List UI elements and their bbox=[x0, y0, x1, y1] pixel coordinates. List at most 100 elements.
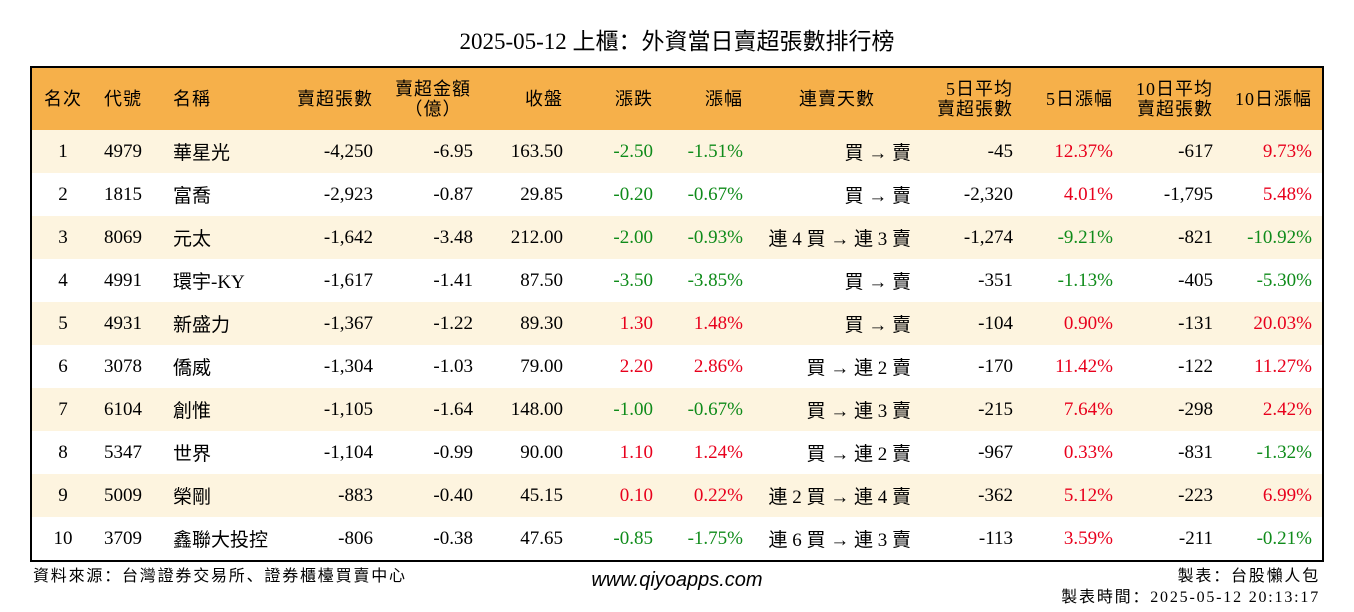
cell-name: 僑威 bbox=[161, 345, 281, 388]
cell-code: 6104 bbox=[94, 388, 161, 431]
table-row: 10 3709 鑫聯大投控 -806 -0.38 47.65 -0.85 -1.75% 連 6 … bbox=[32, 517, 1322, 560]
cell-avg10_sell_lots: -298 bbox=[1123, 388, 1223, 431]
cell-streak: 買 → 賣 bbox=[753, 259, 921, 302]
cell-rank: 5 bbox=[32, 302, 94, 345]
header-change: 漲跌 bbox=[573, 68, 663, 130]
cell-sell_lots: -1,617 bbox=[281, 259, 383, 302]
header-rank-line1: 名次 bbox=[44, 89, 82, 109]
cell-avg5_sell_lots: -351 bbox=[921, 259, 1023, 302]
cell-close: 47.65 bbox=[483, 517, 573, 560]
ranking-table-grid: 名次 代號 名稱 賣超張數 賣超金額 （億） 收盤 漲跌 漲幅 連賣天數 5日平均 賣超張數 5日漲幅 1… bbox=[32, 68, 1322, 560]
cell-avg5_sell_lots: -215 bbox=[921, 388, 1023, 431]
ranking-table: 名次 代號 名稱 賣超張數 賣超金額 （億） 收盤 漲跌 漲幅 連賣天數 5日平均 賣超張數 5日漲幅 1… bbox=[30, 66, 1324, 562]
header-sell_lots-line1: 賣超張數 bbox=[297, 89, 373, 109]
cell-change_pct: 1.24% bbox=[663, 431, 753, 474]
cell-avg5_sell_lots: -113 bbox=[921, 517, 1023, 560]
table-row: 4 4991 環宇-KY -1,617 -1.41 87.50 -3.50 -3.85% 買 →… bbox=[32, 259, 1322, 302]
cell-sell_amount: -0.87 bbox=[383, 173, 483, 216]
header-name-line1: 名稱 bbox=[173, 89, 211, 109]
cell-code: 5009 bbox=[94, 474, 161, 517]
cell-rank: 4 bbox=[32, 259, 94, 302]
cell-streak: 買 → 賣 bbox=[753, 173, 921, 216]
header-sell_lots: 賣超張數 bbox=[281, 68, 383, 130]
table-row: 9 5009 榮剛 -883 -0.40 45.15 0.10 0.22% 連 2 買 → 連 … bbox=[32, 474, 1322, 517]
cell-change_pct: -1.75% bbox=[663, 517, 753, 560]
cell-sell_amount: -0.40 bbox=[383, 474, 483, 517]
cell-chg10_pct: -10.92% bbox=[1223, 216, 1322, 259]
cell-name: 元太 bbox=[161, 216, 281, 259]
header-sell_amount: 賣超金額 （億） bbox=[383, 68, 483, 130]
cell-close: 45.15 bbox=[483, 474, 573, 517]
cell-rank: 9 bbox=[32, 474, 94, 517]
cell-name: 富喬 bbox=[161, 173, 281, 216]
table-row: 7 6104 創惟 -1,105 -1.64 148.00 -1.00 -0.67% 買 → 連… bbox=[32, 388, 1322, 431]
website-url[interactable]: www.qiyoapps.com bbox=[591, 569, 763, 591]
cell-chg5_pct: -9.21% bbox=[1023, 216, 1123, 259]
cell-change_pct: 2.86% bbox=[663, 345, 753, 388]
header-chg5_pct: 5日漲幅 bbox=[1023, 68, 1123, 130]
cell-name: 環宇-KY bbox=[161, 259, 281, 302]
cell-change: -0.85 bbox=[573, 517, 663, 560]
chart-title: 2025-05-12 上櫃：外資當日賣超張數排行榜 bbox=[459, 29, 895, 54]
cell-code: 3709 bbox=[94, 517, 161, 560]
cell-name: 榮剛 bbox=[161, 474, 281, 517]
header-name: 名稱 bbox=[161, 68, 281, 130]
cell-avg10_sell_lots: -211 bbox=[1123, 517, 1223, 560]
cell-change: 1.30 bbox=[573, 302, 663, 345]
cell-change: 0.10 bbox=[573, 474, 663, 517]
cell-code: 4979 bbox=[94, 130, 161, 173]
header-rank: 名次 bbox=[32, 68, 94, 130]
table-row: 1 4979 華星光 -4,250 -6.95 163.50 -2.50 -1.51% 買 → … bbox=[32, 130, 1322, 173]
cell-avg5_sell_lots: -362 bbox=[921, 474, 1023, 517]
cell-name: 新盛力 bbox=[161, 302, 281, 345]
header-streak-line1: 連賣天數 bbox=[799, 89, 875, 109]
table-row: 6 3078 僑威 -1,304 -1.03 79.00 2.20 2.86% 買 → 連 2 … bbox=[32, 345, 1322, 388]
cell-close: 90.00 bbox=[483, 431, 573, 474]
header-chg10_pct: 10日漲幅 bbox=[1223, 68, 1322, 130]
header-close: 收盤 bbox=[483, 68, 573, 130]
cell-chg10_pct: -1.32% bbox=[1223, 431, 1322, 474]
header-chg10_pct-line1: 10日漲幅 bbox=[1235, 89, 1312, 109]
cell-chg10_pct: 6.99% bbox=[1223, 474, 1322, 517]
cell-change: -1.00 bbox=[573, 388, 663, 431]
cell-streak: 連 2 買 → 連 4 賣 bbox=[753, 474, 921, 517]
cell-chg5_pct: -1.13% bbox=[1023, 259, 1123, 302]
cell-streak: 買 → 賣 bbox=[753, 130, 921, 173]
cell-chg10_pct: 9.73% bbox=[1223, 130, 1322, 173]
cell-change_pct: -0.67% bbox=[663, 173, 753, 216]
cell-chg10_pct: 11.27% bbox=[1223, 345, 1322, 388]
author-credit: 製表：台股懶人包 bbox=[1177, 568, 1320, 585]
data-source: 資料來源：台灣證券交易所、證券櫃檯買賣中心 bbox=[33, 568, 407, 585]
cell-sell_lots: -1,105 bbox=[281, 388, 383, 431]
cell-sell_amount: -0.99 bbox=[383, 431, 483, 474]
table-row: 3 8069 元太 -1,642 -3.48 212.00 -2.00 -0.93% 連 4 買… bbox=[32, 216, 1322, 259]
cell-change: -3.50 bbox=[573, 259, 663, 302]
header-avg5_sell_lots-line2: 賣超張數 bbox=[937, 99, 1013, 119]
cell-avg10_sell_lots: -223 bbox=[1123, 474, 1223, 517]
cell-change_pct: -0.67% bbox=[663, 388, 753, 431]
cell-streak: 連 6 買 → 連 3 賣 bbox=[753, 517, 921, 560]
cell-sell_lots: -1,367 bbox=[281, 302, 383, 345]
cell-streak: 買 → 連 2 賣 bbox=[753, 431, 921, 474]
header-sell_amount-line1: 賣超金額 bbox=[395, 79, 471, 99]
cell-name: 華星光 bbox=[161, 130, 281, 173]
cell-avg10_sell_lots: -122 bbox=[1123, 345, 1223, 388]
cell-avg5_sell_lots: -170 bbox=[921, 345, 1023, 388]
cell-close: 87.50 bbox=[483, 259, 573, 302]
cell-avg5_sell_lots: -1,274 bbox=[921, 216, 1023, 259]
cell-sell_lots: -4,250 bbox=[281, 130, 383, 173]
cell-chg10_pct: 5.48% bbox=[1223, 173, 1322, 216]
cell-code: 1815 bbox=[94, 173, 161, 216]
cell-change: -2.00 bbox=[573, 216, 663, 259]
cell-sell_lots: -806 bbox=[281, 517, 383, 560]
cell-code: 5347 bbox=[94, 431, 161, 474]
cell-change_pct: -1.51% bbox=[663, 130, 753, 173]
header-close-line1: 收盤 bbox=[525, 89, 563, 109]
cell-close: 29.85 bbox=[483, 173, 573, 216]
cell-code: 3078 bbox=[94, 345, 161, 388]
cell-chg5_pct: 12.37% bbox=[1023, 130, 1123, 173]
cell-sell_lots: -1,642 bbox=[281, 216, 383, 259]
cell-name: 鑫聯大投控 bbox=[161, 517, 281, 560]
cell-avg10_sell_lots: -617 bbox=[1123, 130, 1223, 173]
cell-rank: 7 bbox=[32, 388, 94, 431]
